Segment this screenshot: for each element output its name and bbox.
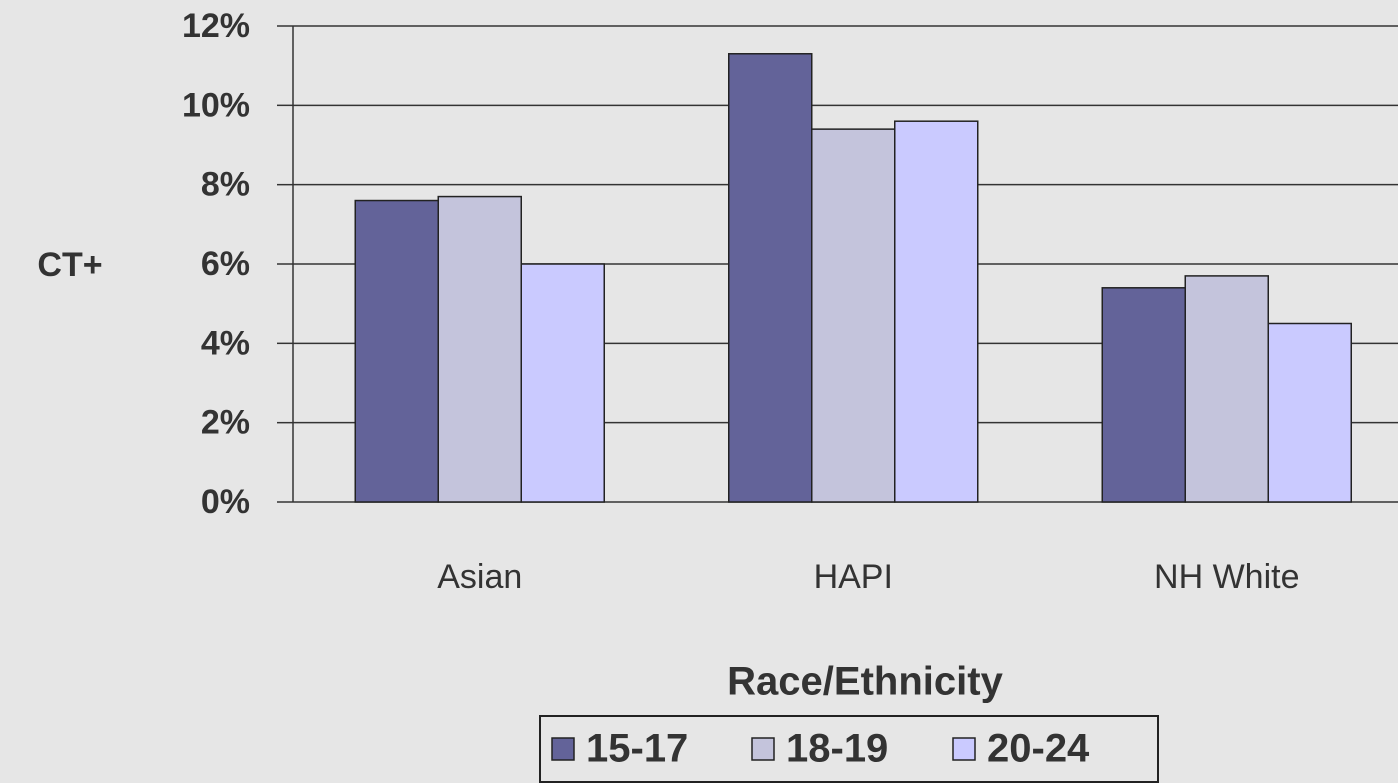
legend-swatch xyxy=(952,737,976,761)
x-axis-title: Race/Ethnicity xyxy=(727,660,1003,704)
legend-label: 15-17 xyxy=(586,727,688,771)
x-tick-label: NH White xyxy=(1154,558,1299,596)
legend-box xyxy=(539,715,1159,783)
legend-swatch xyxy=(751,737,775,761)
y-tick-label: 2% xyxy=(201,404,250,442)
legend-swatch xyxy=(551,737,575,761)
bar xyxy=(728,53,813,503)
y-tick-label: 8% xyxy=(201,166,250,204)
y-tick-label: 0% xyxy=(201,483,250,521)
y-tick-label: 6% xyxy=(201,245,250,283)
bar xyxy=(1184,275,1269,503)
x-tick-label: Asian xyxy=(437,558,522,596)
y-tick-label: 12% xyxy=(182,7,250,45)
legend-label: 20-24 xyxy=(987,727,1090,771)
legend-label: 18-19 xyxy=(786,727,888,771)
bar xyxy=(894,120,979,503)
x-tick-label: HAPI xyxy=(814,558,893,596)
bar xyxy=(1267,322,1352,503)
bar xyxy=(354,199,439,503)
y-tick-label: 10% xyxy=(182,86,250,124)
bar xyxy=(520,263,605,503)
bar xyxy=(1101,287,1186,503)
y-tick-label: 4% xyxy=(201,324,250,362)
y-axis-title: CT+ xyxy=(37,246,102,284)
bar xyxy=(437,195,522,503)
bar xyxy=(811,128,896,503)
